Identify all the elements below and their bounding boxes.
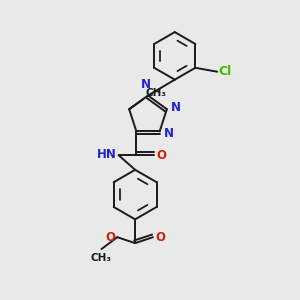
Text: O: O [105,231,115,244]
Text: O: O [155,231,165,244]
Text: HN: HN [97,148,117,160]
Text: Cl: Cl [218,65,231,78]
Text: CH₃: CH₃ [91,253,112,263]
Text: O: O [156,148,166,162]
Text: N: N [164,127,174,140]
Text: N: N [141,78,151,91]
Text: N: N [171,101,181,114]
Text: CH₃: CH₃ [145,88,166,98]
